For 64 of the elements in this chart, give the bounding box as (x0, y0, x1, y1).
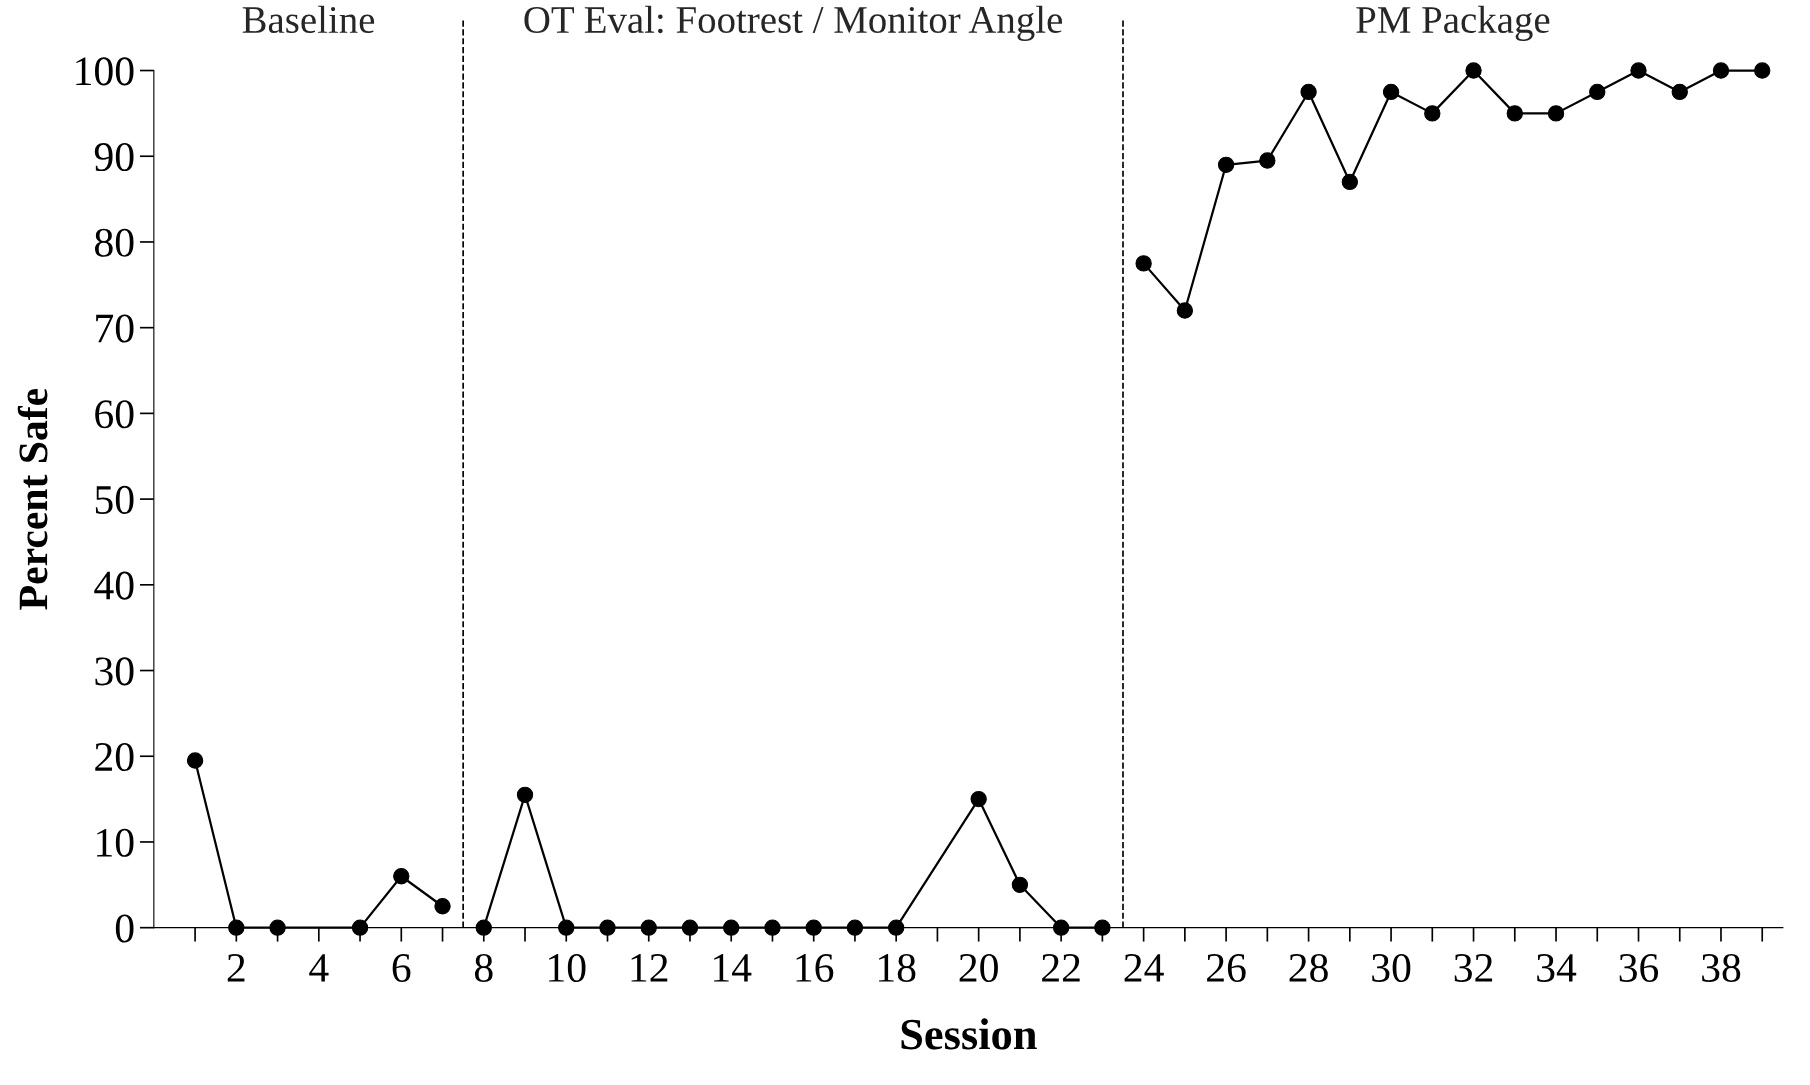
x-axis-title: Session (901, 1018, 1037, 1050)
point (393, 868, 410, 885)
x-tick-label: 20 (959, 953, 998, 982)
point (1341, 173, 1358, 191)
x-tick-label: 34 (1537, 954, 1577, 982)
x-tick-label: 2 (227, 954, 245, 982)
y-tick-label: 60 (95, 400, 134, 429)
point (1671, 83, 1688, 101)
point (516, 786, 534, 803)
text: OT Eval: Footrest / Monitor Angle (524, 5, 1062, 42)
x-tick-label: 28 (1289, 953, 1328, 982)
text: PM Package (1356, 5, 1550, 42)
x-tick-label: 26 (1207, 954, 1246, 982)
point (1382, 83, 1400, 101)
x-tick-label: 6 (392, 954, 411, 982)
point (723, 919, 740, 936)
point (351, 919, 369, 936)
point (1300, 83, 1317, 101)
y-tick-label: 70 (96, 314, 134, 343)
x-tick-label: 32 (1454, 954, 1493, 982)
point (186, 752, 204, 769)
point (1176, 302, 1194, 319)
x-tick-label: 16 (796, 954, 834, 982)
point (1217, 156, 1235, 173)
text: Baseline (242, 5, 375, 34)
y-tick-label: 40 (94, 571, 134, 600)
point (1424, 105, 1441, 122)
x-tick-label: 10 (549, 953, 586, 982)
point (1754, 62, 1771, 79)
x-tick-label: 22 (1042, 954, 1080, 982)
point (681, 919, 699, 936)
point (1135, 255, 1152, 272)
point (846, 919, 864, 936)
point (228, 919, 245, 936)
point (1465, 62, 1482, 79)
point (434, 898, 451, 915)
x-tick-label: 4 (309, 954, 329, 982)
y-tick-label: 0 (115, 914, 134, 943)
point (888, 919, 905, 936)
y-tick-label: 100 (76, 57, 134, 86)
y-tick-label: 30 (95, 657, 134, 686)
y-tick-label: 90 (94, 142, 134, 172)
x-tick-label: 14 (714, 954, 752, 982)
point (1589, 83, 1606, 101)
y-axis-title: Percent Safe (17, 388, 48, 610)
point (970, 790, 987, 808)
x-tick-label: 12 (631, 954, 668, 982)
x-tick-label: 8 (474, 953, 493, 982)
point (1011, 876, 1029, 893)
x-tick-label: 38 (1702, 953, 1741, 982)
x-tick-label: 18 (879, 953, 916, 982)
y-tick-label: 10 (97, 828, 134, 857)
point (1630, 62, 1647, 79)
point (1712, 62, 1730, 79)
y-tick-label: 20 (95, 742, 134, 772)
point (1052, 919, 1070, 936)
x-tick-label: 30 (1372, 953, 1411, 982)
point (1259, 152, 1276, 169)
point (1506, 105, 1523, 122)
x-tick-label: 36 (1619, 954, 1659, 982)
point (1547, 105, 1565, 122)
y-tick-label: 80 (95, 228, 134, 257)
x-tick-label: 24 (1124, 954, 1164, 982)
y-tick-label: 50 (95, 485, 134, 514)
